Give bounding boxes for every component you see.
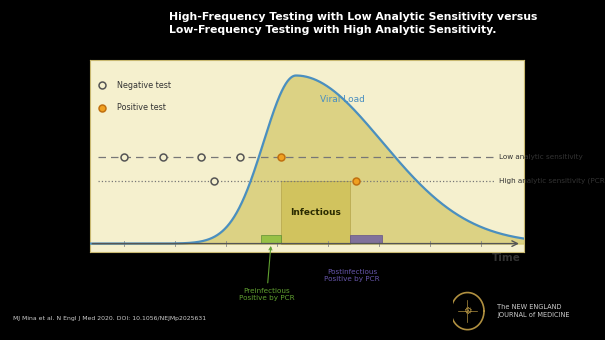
Text: Positive test: Positive test — [117, 103, 166, 112]
Text: High-Frequency Testing with Low Analytic Sensitivity versus
Low-Frequency Testin: High-Frequency Testing with Low Analytic… — [169, 12, 538, 35]
Text: Preinfectious
Positive by PCR: Preinfectious Positive by PCR — [239, 247, 295, 302]
Text: Negative test: Negative test — [117, 81, 171, 90]
FancyBboxPatch shape — [350, 235, 382, 243]
Text: The NEW ENGLAND
JOURNAL of MEDICINE: The NEW ENGLAND JOURNAL of MEDICINE — [497, 304, 570, 318]
Text: Postinfectious
Positive by PCR: Postinfectious Positive by PCR — [324, 269, 380, 282]
Text: Viral Load: Viral Load — [319, 95, 365, 104]
FancyBboxPatch shape — [281, 181, 350, 243]
Text: MJ Mina et al. N Engl J Med 2020. DOI: 10.1056/NEJMp2025631: MJ Mina et al. N Engl J Med 2020. DOI: 1… — [13, 316, 206, 321]
Text: ⚙: ⚙ — [463, 306, 472, 316]
FancyBboxPatch shape — [261, 235, 281, 243]
Text: Time: Time — [492, 253, 520, 263]
Text: High analytic sensitivity (PCR): High analytic sensitivity (PCR) — [499, 178, 605, 184]
Text: Low analytic sensitivity: Low analytic sensitivity — [499, 154, 583, 160]
Text: Infectious: Infectious — [290, 208, 341, 217]
